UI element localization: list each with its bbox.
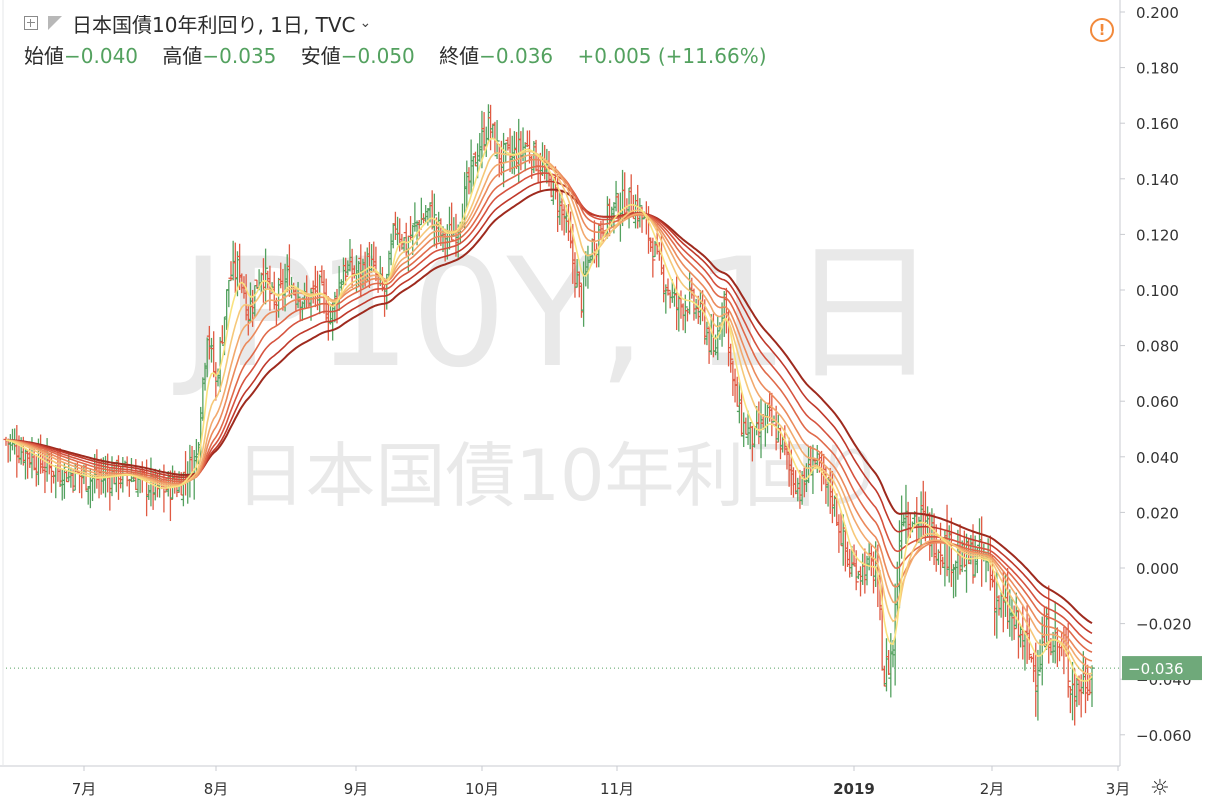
ema-line bbox=[5, 180, 1093, 635]
y-tick-label: 0.200 bbox=[1136, 4, 1179, 22]
y-tick-label: 0.120 bbox=[1136, 226, 1179, 244]
last-price-tag bbox=[1122, 656, 1202, 681]
alert-icon[interactable]: ! bbox=[1090, 18, 1114, 42]
y-tick-label: −0.020 bbox=[1136, 616, 1192, 634]
close-value: −0.036 bbox=[479, 44, 554, 68]
x-tick-label: 8月 bbox=[204, 780, 229, 798]
y-tick-label: 0.060 bbox=[1136, 393, 1179, 411]
y-tick-label: 0.180 bbox=[1136, 60, 1179, 78]
x-tick-label: 9月 bbox=[344, 780, 369, 798]
close-label: 終値 bbox=[439, 44, 480, 68]
low-label: 安値 bbox=[300, 44, 341, 68]
ohlc-bars bbox=[3, 104, 1095, 726]
y-tick-label: 0.040 bbox=[1136, 449, 1179, 467]
last-price-label: −0.036 bbox=[1128, 660, 1184, 678]
x-tick-label: 2019 bbox=[833, 780, 875, 798]
high-label: 高値 bbox=[162, 44, 203, 68]
x-tick-label: 3月 bbox=[1106, 780, 1131, 798]
ema-line bbox=[5, 150, 1093, 675]
legend-header: 日本国債10年利回り, 1日, TVC ⌄ 始値−0.040 高値−0.035 … bbox=[24, 8, 785, 69]
watermark-symbol: JP10Y, 1日 bbox=[173, 227, 939, 401]
high-value: −0.035 bbox=[202, 44, 277, 68]
ema-line bbox=[5, 188, 1093, 625]
change-value: +0.005 (+11.66%) bbox=[577, 44, 767, 68]
x-tick-label: 2月 bbox=[980, 780, 1005, 798]
x-tick-label: 10月 bbox=[465, 780, 499, 798]
y-tick-label: 0.020 bbox=[1136, 504, 1179, 522]
y-tick-label: 0.080 bbox=[1136, 338, 1179, 356]
open-value: −0.040 bbox=[64, 44, 139, 68]
y-tick-label: 0.140 bbox=[1136, 171, 1179, 189]
y-tick-label: 0.100 bbox=[1136, 282, 1179, 300]
y-tick-label: −0.060 bbox=[1136, 727, 1192, 745]
low-value: −0.050 bbox=[340, 44, 415, 68]
chevron-down-icon[interactable]: ⌄ bbox=[359, 15, 372, 31]
y-tick-label: 0.000 bbox=[1136, 560, 1179, 578]
y-tick-label: 0.160 bbox=[1136, 115, 1179, 133]
ema-ribbon bbox=[5, 137, 1093, 682]
flag-icon[interactable] bbox=[48, 16, 62, 30]
open-label: 始値 bbox=[24, 44, 64, 68]
x-tick-label: 7月 bbox=[72, 780, 97, 798]
ohlc-values: 始値−0.040 高値−0.035 安値−0.050 終値−0.036 +0.0… bbox=[24, 40, 785, 69]
symbol-title[interactable]: 日本国債10年利回り, 1日, TVC bbox=[72, 12, 356, 37]
ema-line bbox=[5, 137, 1093, 682]
x-tick-label: 11月 bbox=[600, 780, 634, 798]
expand-icon[interactable] bbox=[24, 16, 38, 30]
gear-icon[interactable]: ☼ bbox=[1150, 776, 1170, 801]
